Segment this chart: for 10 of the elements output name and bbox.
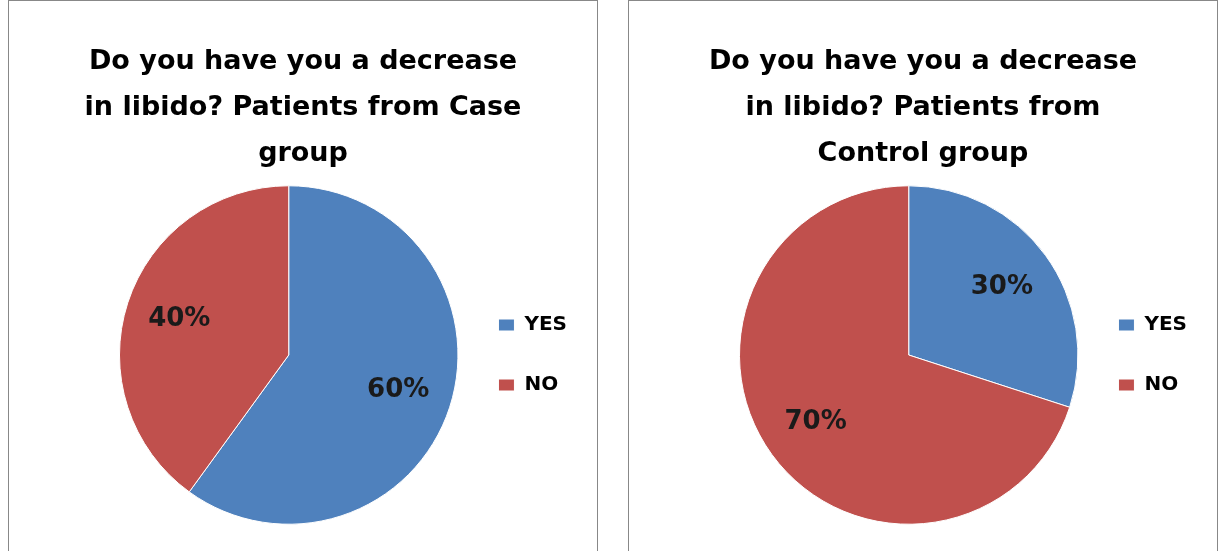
legend-label: YES (523, 311, 568, 336)
legend-label: NO (1144, 371, 1179, 396)
data-label: 40% (148, 302, 211, 333)
data-label: 60% (367, 373, 430, 404)
chart-title: Do you have you a decrease in libido? Patients from Case group (83, 43, 523, 169)
legend-label: YES (1143, 311, 1188, 336)
data-label: 70% (784, 405, 847, 436)
chart-title: Do you have you a decrease in libido? Patients from Control group (707, 43, 1139, 169)
data-label: 30% (970, 270, 1033, 301)
legend-label: NO (524, 371, 559, 396)
